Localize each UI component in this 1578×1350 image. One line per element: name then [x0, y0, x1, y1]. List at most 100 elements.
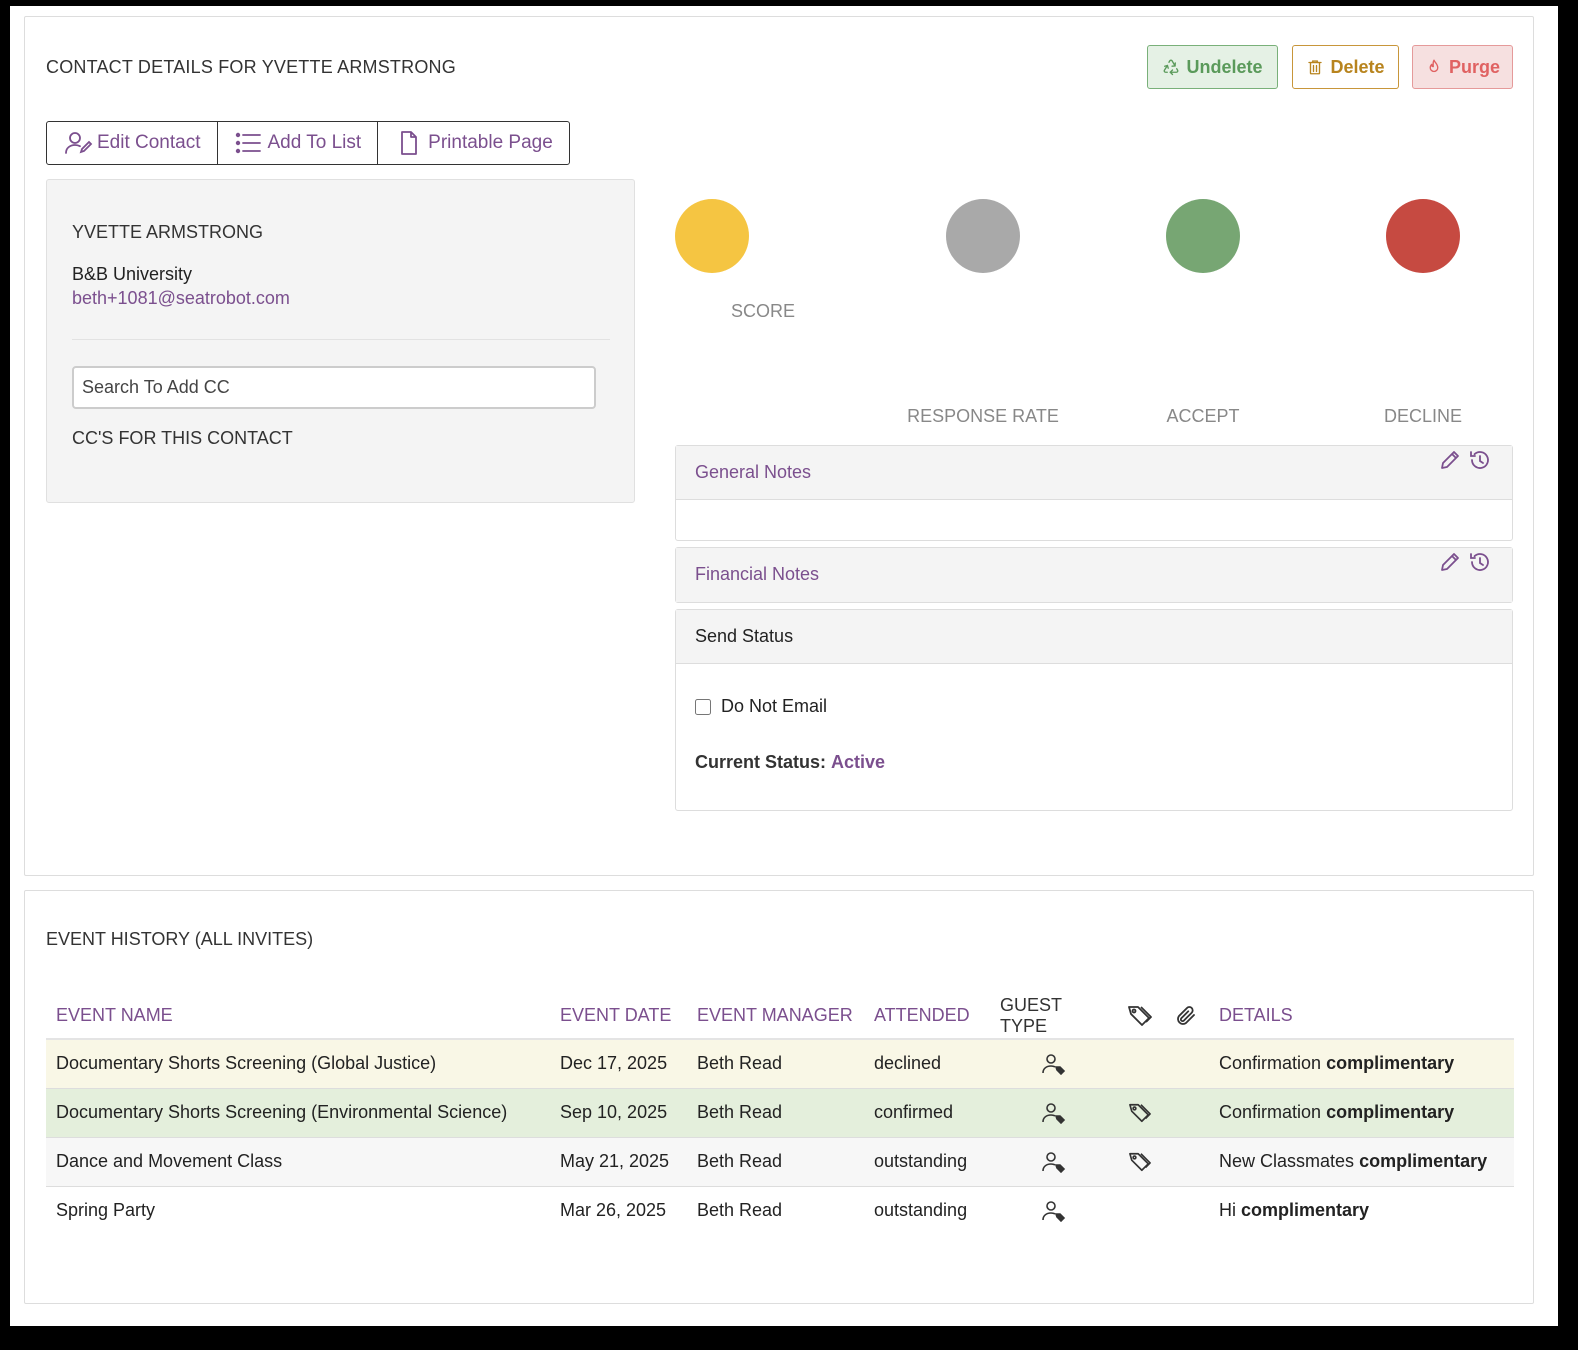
document-icon: [401, 131, 418, 155]
tag-icon: [1128, 1005, 1152, 1026]
col-details[interactable]: DETAILS: [1209, 993, 1514, 1040]
list-icon: [235, 132, 261, 154]
do-not-email-checkbox[interactable]: [695, 698, 711, 715]
guest-type-cell: [990, 1088, 1117, 1138]
delete-label: Delete: [1330, 56, 1385, 77]
undelete-button[interactable]: Undelete: [1147, 45, 1278, 89]
details-text: Confirmation: [1219, 1053, 1322, 1074]
col-attachment: [1163, 993, 1209, 1040]
event-date: May 21, 2025: [550, 1137, 687, 1187]
col-event-date[interactable]: EVENT DATE: [550, 993, 687, 1040]
col-guest-type: GUEST TYPE: [990, 993, 1117, 1040]
edit-contact-label: Edit Contact: [97, 132, 201, 153]
financial-notes-actions: [1438, 550, 1492, 574]
event-manager: Beth Read: [687, 1088, 864, 1138]
financial-notes-panel: Financial Notes: [675, 547, 1513, 603]
details-text: New Classmates: [1219, 1151, 1355, 1171]
edit-contact-button[interactable]: Edit Contact: [47, 122, 218, 164]
col-event-name[interactable]: EVENT NAME: [46, 993, 550, 1040]
event-name[interactable]: Dance and Movement Class: [46, 1137, 550, 1187]
event-manager: Beth Read: [687, 1039, 864, 1089]
response-rate-indicator: [946, 199, 1020, 273]
col-tag: [1117, 993, 1163, 1040]
attachment-cell: [1163, 1088, 1209, 1138]
pencil-icon[interactable]: [1438, 448, 1462, 472]
send-status-panel: Send Status Do Not Email Current Status:…: [675, 609, 1513, 811]
event-name[interactable]: Documentary Shorts Screening (Environmen…: [46, 1088, 550, 1138]
general-notes-header: General Notes: [676, 446, 1512, 500]
page: CONTACT DETAILS FOR YVETTE ARMSTRONG Und…: [10, 6, 1558, 1326]
tag-cell: [1117, 1088, 1163, 1138]
purge-button[interactable]: Purge: [1412, 45, 1513, 89]
tag-cell: [1117, 1186, 1163, 1235]
general-notes-actions: [1438, 448, 1492, 472]
score-indicator: [675, 199, 749, 273]
details-guest-type: complimentary: [1326, 1053, 1455, 1074]
tag-cell: [1117, 1039, 1163, 1089]
table-row[interactable]: Documentary Shorts Screening (Global Jus…: [46, 1039, 1514, 1089]
add-to-list-label: Add To List: [267, 132, 362, 153]
accept-label: ACCEPT: [1166, 406, 1240, 426]
general-notes-title: General Notes: [695, 462, 812, 482]
guest-type-cell: [990, 1186, 1117, 1235]
response-rate-label: RESPONSE RATE: [907, 406, 1059, 426]
send-status-header: Send Status: [676, 610, 1512, 664]
divider: [72, 339, 610, 340]
event-manager: Beth Read: [687, 1186, 864, 1235]
general-notes-panel: General Notes: [675, 445, 1513, 541]
col-attended[interactable]: ATTENDED: [864, 993, 990, 1040]
decline-label: DECLINE: [1383, 406, 1463, 426]
flame-icon: [1429, 59, 1439, 73]
details-cell: Confirmation complimentary: [1209, 1088, 1514, 1138]
details-text: Hi: [1219, 1200, 1236, 1221]
attended-status: outstanding: [864, 1186, 990, 1235]
delete-button[interactable]: Delete: [1292, 45, 1399, 89]
user-tag-icon: [1041, 1054, 1065, 1076]
event-name[interactable]: Spring Party: [46, 1186, 550, 1235]
printable-page-button[interactable]: Printable Page: [378, 122, 569, 164]
page-title: CONTACT DETAILS FOR YVETTE ARMSTRONG: [46, 57, 456, 77]
current-status-label: Current Status:: [695, 752, 827, 772]
event-date: Mar 26, 2025: [550, 1186, 687, 1235]
details-cell: New Classmates complimentary: [1209, 1137, 1514, 1187]
col-event-manager[interactable]: EVENT MANAGER: [687, 993, 864, 1040]
guest-type-cell: [990, 1137, 1117, 1187]
cc-list-label: CC'S FOR THIS CONTACT: [72, 428, 293, 448]
details-cell: Hi complimentary: [1209, 1186, 1514, 1235]
do-not-email-row: Do Not Email: [695, 696, 827, 717]
table-row[interactable]: Documentary Shorts Screening (Environmen…: [46, 1088, 1514, 1138]
contact-info-panel: YVETTE ARMSTRONG B&B University beth+108…: [46, 179, 635, 503]
event-history-card: EVENT HISTORY (ALL INVITES) EVENT NAME E…: [24, 890, 1534, 1304]
guest-type-cell: [990, 1039, 1117, 1089]
tag-cell: [1117, 1137, 1163, 1187]
contact-details-card: CONTACT DETAILS FOR YVETTE ARMSTRONG Und…: [24, 16, 1534, 876]
event-history-title: EVENT HISTORY (ALL INVITES): [46, 929, 314, 949]
table-row[interactable]: Dance and Movement Class May 21, 2025 Be…: [46, 1137, 1514, 1187]
cc-search-input[interactable]: [72, 366, 596, 409]
pencil-icon[interactable]: [1438, 550, 1462, 574]
current-status: Current Status: Active: [695, 752, 885, 773]
add-to-list-button[interactable]: Add To List: [218, 122, 379, 164]
tag-icon[interactable]: [1127, 1151, 1153, 1173]
financial-notes-header: Financial Notes: [676, 548, 1512, 602]
event-name[interactable]: Documentary Shorts Screening (Global Jus…: [46, 1039, 550, 1089]
table-row[interactable]: Spring Party Mar 26, 2025 Beth Read outs…: [46, 1186, 1514, 1235]
details-guest-type: complimentary: [1241, 1200, 1370, 1221]
score-label: SCORE: [730, 301, 795, 321]
attachment-cell: [1163, 1039, 1209, 1089]
purge-label: Purge: [1448, 56, 1500, 77]
details-guest-type: complimentary: [1326, 1102, 1455, 1122]
contact-email-link[interactable]: beth+1081@seatrobot.com: [72, 288, 290, 308]
history-icon[interactable]: [1468, 550, 1492, 574]
attended-status: declined: [864, 1039, 990, 1089]
event-date: Dec 17, 2025: [550, 1039, 687, 1089]
do-not-email-label: Do Not Email: [721, 696, 828, 716]
attachment-cell: [1163, 1137, 1209, 1187]
send-status-title: Send Status: [695, 626, 794, 646]
details-guest-type: complimentary: [1359, 1151, 1488, 1171]
financial-notes-title: Financial Notes: [695, 564, 820, 584]
table-header-row: EVENT NAME EVENT DATE EVENT MANAGER ATTE…: [46, 993, 1514, 1040]
tag-icon[interactable]: [1127, 1102, 1153, 1124]
history-icon[interactable]: [1468, 448, 1492, 472]
event-manager: Beth Read: [687, 1137, 864, 1187]
